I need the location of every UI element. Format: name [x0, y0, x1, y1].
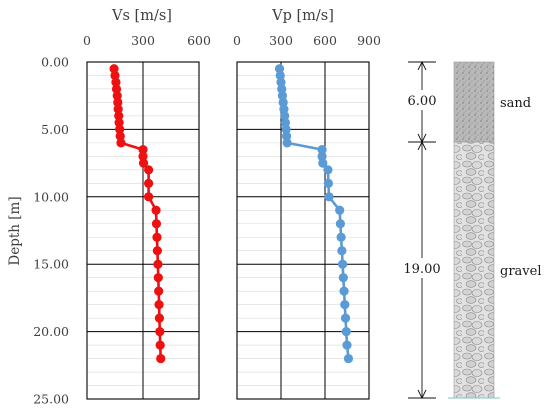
depth-tick-label: 0.00: [41, 55, 69, 70]
vp-gridlines: [236, 61, 370, 400]
vp-data-point: [280, 111, 290, 121]
vs-data-point: [151, 219, 162, 229]
vp-x-tick-label: 600: [313, 33, 337, 48]
depth-axis-label: Depth [m]: [7, 196, 23, 265]
vp-data-point: [281, 131, 292, 141]
vp-data-point: [281, 124, 291, 134]
vp-data-point: [277, 84, 287, 94]
stratigraphic-column: 6.00 19.00 sand gravel: [403, 60, 541, 400]
vs-data-point: [154, 286, 164, 296]
vs-data-point: [111, 77, 121, 87]
vs-x-tick-label: 600: [187, 33, 211, 48]
vp-data-point: [318, 158, 328, 168]
vp-panel: Vp [m/s] 0 300 600 900: [233, 8, 381, 400]
vp-data-point: [279, 104, 289, 114]
vs-data-point: [138, 145, 148, 155]
vp-data-point: [335, 219, 345, 229]
vp-data-point: [337, 246, 347, 256]
vp-data-point: [317, 145, 327, 155]
vs-data-point: [153, 259, 163, 269]
vs-data-point: [153, 273, 163, 283]
gravel-thickness-dimension: [408, 140, 436, 400]
vs-panel: Vs [m/s] Depth [m] 0 300 600 0.00 5.00 10.00…: [7, 8, 211, 407]
vs-data-point: [138, 158, 149, 168]
vp-data-point: [340, 313, 351, 323]
vs-series: [109, 64, 166, 364]
plot-frame: [86, 61, 200, 400]
depth-tick-label: 15.00: [33, 257, 69, 272]
vp-x-tick-label: 900: [357, 33, 381, 48]
vp-data-point: [324, 192, 334, 202]
vs-x-tick-labels: 0 300 600: [83, 33, 211, 48]
vs-data-point: [152, 246, 162, 256]
depth-tick-label: 20.00: [33, 324, 69, 339]
vp-chart-title: Vp [m/s]: [271, 8, 334, 24]
sand-layer: [453, 61, 495, 143]
vp-x-tick-labels: 0 300 600 900: [233, 33, 381, 48]
vs-gridlines: [86, 61, 200, 400]
vs-data-point: [152, 232, 162, 242]
vs-data-point: [144, 192, 154, 202]
vs-data-point: [154, 313, 165, 323]
sand-thickness-label: 6.00: [408, 94, 437, 109]
vs-data-point: [154, 300, 164, 310]
vs-data-point: [113, 104, 123, 114]
vp-data-point: [335, 205, 345, 215]
gravel-layer: [453, 141, 495, 399]
vs-x-tick-label: 300: [131, 33, 155, 48]
vp-data-point: [336, 232, 346, 242]
vs-data-point: [156, 353, 166, 364]
vs-data-point: [155, 327, 165, 337]
depth-tick-label: 10.00: [33, 189, 69, 204]
vp-data-point: [342, 340, 352, 350]
vs-data-point: [155, 340, 165, 350]
depth-tick-labels: 0.00 5.00 10.00 15.00 20.00 25.00: [33, 55, 69, 407]
vp-data-point: [341, 327, 351, 337]
vs-data-point: [144, 178, 154, 188]
vs-data-point: [109, 64, 119, 74]
vp-x-tick-label: 300: [269, 33, 293, 48]
vs-x-tick-label: 0: [83, 33, 91, 48]
vp-data-point: [339, 286, 349, 296]
vp-data-point: [276, 77, 286, 87]
vs-data-point: [151, 205, 161, 215]
depth-tick-label: 25.00: [33, 392, 69, 407]
vp-data-point: [340, 300, 350, 310]
vp-data-point: [278, 97, 288, 108]
vs-data-point: [116, 138, 126, 148]
vp-x-tick-label: 0: [233, 33, 241, 48]
vp-data-point: [338, 273, 348, 283]
vs-data-point: [115, 131, 125, 141]
vp-data-point: [275, 70, 285, 81]
sand-thickness-dimension: [408, 60, 436, 144]
vs-data-point: [115, 124, 125, 134]
vp-data-point: [343, 353, 354, 364]
vs-data-point: [111, 84, 122, 94]
vs-data-point: [144, 165, 154, 175]
sand-layer-name: sand: [500, 96, 531, 111]
vp-data-point: [277, 91, 288, 101]
vp-data-point: [280, 118, 290, 128]
vp-data-point: [282, 138, 292, 148]
gravel-thickness-label: 19.00: [403, 262, 440, 277]
vs-chart-title: Vs [m/s]: [111, 8, 172, 24]
vp-series: [274, 64, 354, 364]
vp-data-point: [323, 165, 333, 175]
plot-frame: [236, 61, 370, 400]
vp-data-point: [317, 151, 327, 161]
vs-data-point: [138, 151, 148, 161]
vs-data-point: [110, 70, 120, 81]
gravel-layer-name: gravel: [500, 264, 541, 279]
depth-tick-label: 5.00: [41, 122, 69, 137]
vp-data-point: [323, 178, 333, 188]
vs-data-point: [113, 97, 123, 108]
vs-data-point: [114, 111, 124, 121]
vp-data-point: [338, 259, 348, 269]
vs-data-point: [114, 118, 124, 128]
vs-data-point: [112, 91, 122, 101]
vp-data-point: [274, 64, 285, 74]
